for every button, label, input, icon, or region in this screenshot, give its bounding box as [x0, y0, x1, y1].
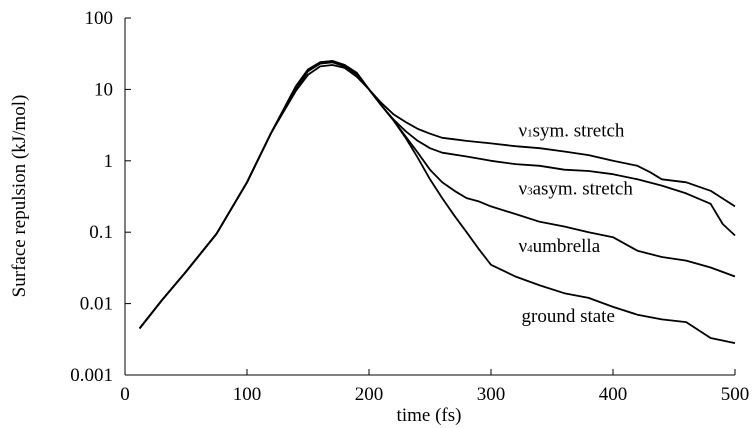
y-tick-label: 0.001 — [70, 365, 113, 386]
x-tick-label: 100 — [233, 384, 262, 405]
axes — [124, 18, 735, 376]
series-label-text: umbrella — [533, 236, 601, 257]
y-tick-label: 100 — [85, 8, 114, 29]
series-label-text: asym. stretch — [533, 179, 634, 200]
series-line-1 — [138, 61, 736, 329]
y-tick-label: 10 — [94, 79, 113, 100]
series-label-subscript: 4 — [527, 243, 533, 255]
y-tick-label: 0.01 — [80, 294, 113, 315]
series-label-1: ν3asym. stretch — [519, 179, 634, 200]
series-line-3 — [138, 60, 736, 344]
series-label-subscript: 3 — [527, 186, 533, 198]
y-axis-title: Surface repulsion (kJ/mol) — [9, 95, 30, 298]
y-axis-ticks: 0.001 0.01 0.1 1 10 100 — [70, 8, 131, 386]
series-lines — [138, 60, 736, 344]
x-tick-label: 300 — [477, 384, 506, 405]
series-label-symbol: ν — [519, 179, 528, 200]
series-label-2: ν4umbrella — [519, 236, 601, 257]
y-tick-label: 0.1 — [89, 222, 113, 243]
x-tick-label: 0 — [120, 384, 130, 405]
series-label-3: ground state — [522, 306, 615, 327]
series-label-text: sym. stretch — [533, 121, 625, 142]
x-axis-title: time (fs) — [397, 405, 462, 426]
x-tick-label: 200 — [355, 384, 384, 405]
x-axis-ticks: 0 100 200 300 400 500 — [120, 369, 749, 405]
series-line-2 — [138, 60, 736, 329]
series-label-subscript: 1 — [527, 128, 533, 140]
x-tick-label: 400 — [599, 384, 628, 405]
y-tick-label: 1 — [104, 151, 114, 172]
x-tick-label: 500 — [721, 384, 750, 405]
series-line-0 — [138, 64, 736, 329]
series-label-text: ground state — [522, 306, 615, 327]
series-label-0: ν1sym. stretch — [519, 121, 625, 142]
series-label-symbol: ν — [519, 236, 528, 257]
series-label-symbol: ν — [519, 121, 528, 142]
